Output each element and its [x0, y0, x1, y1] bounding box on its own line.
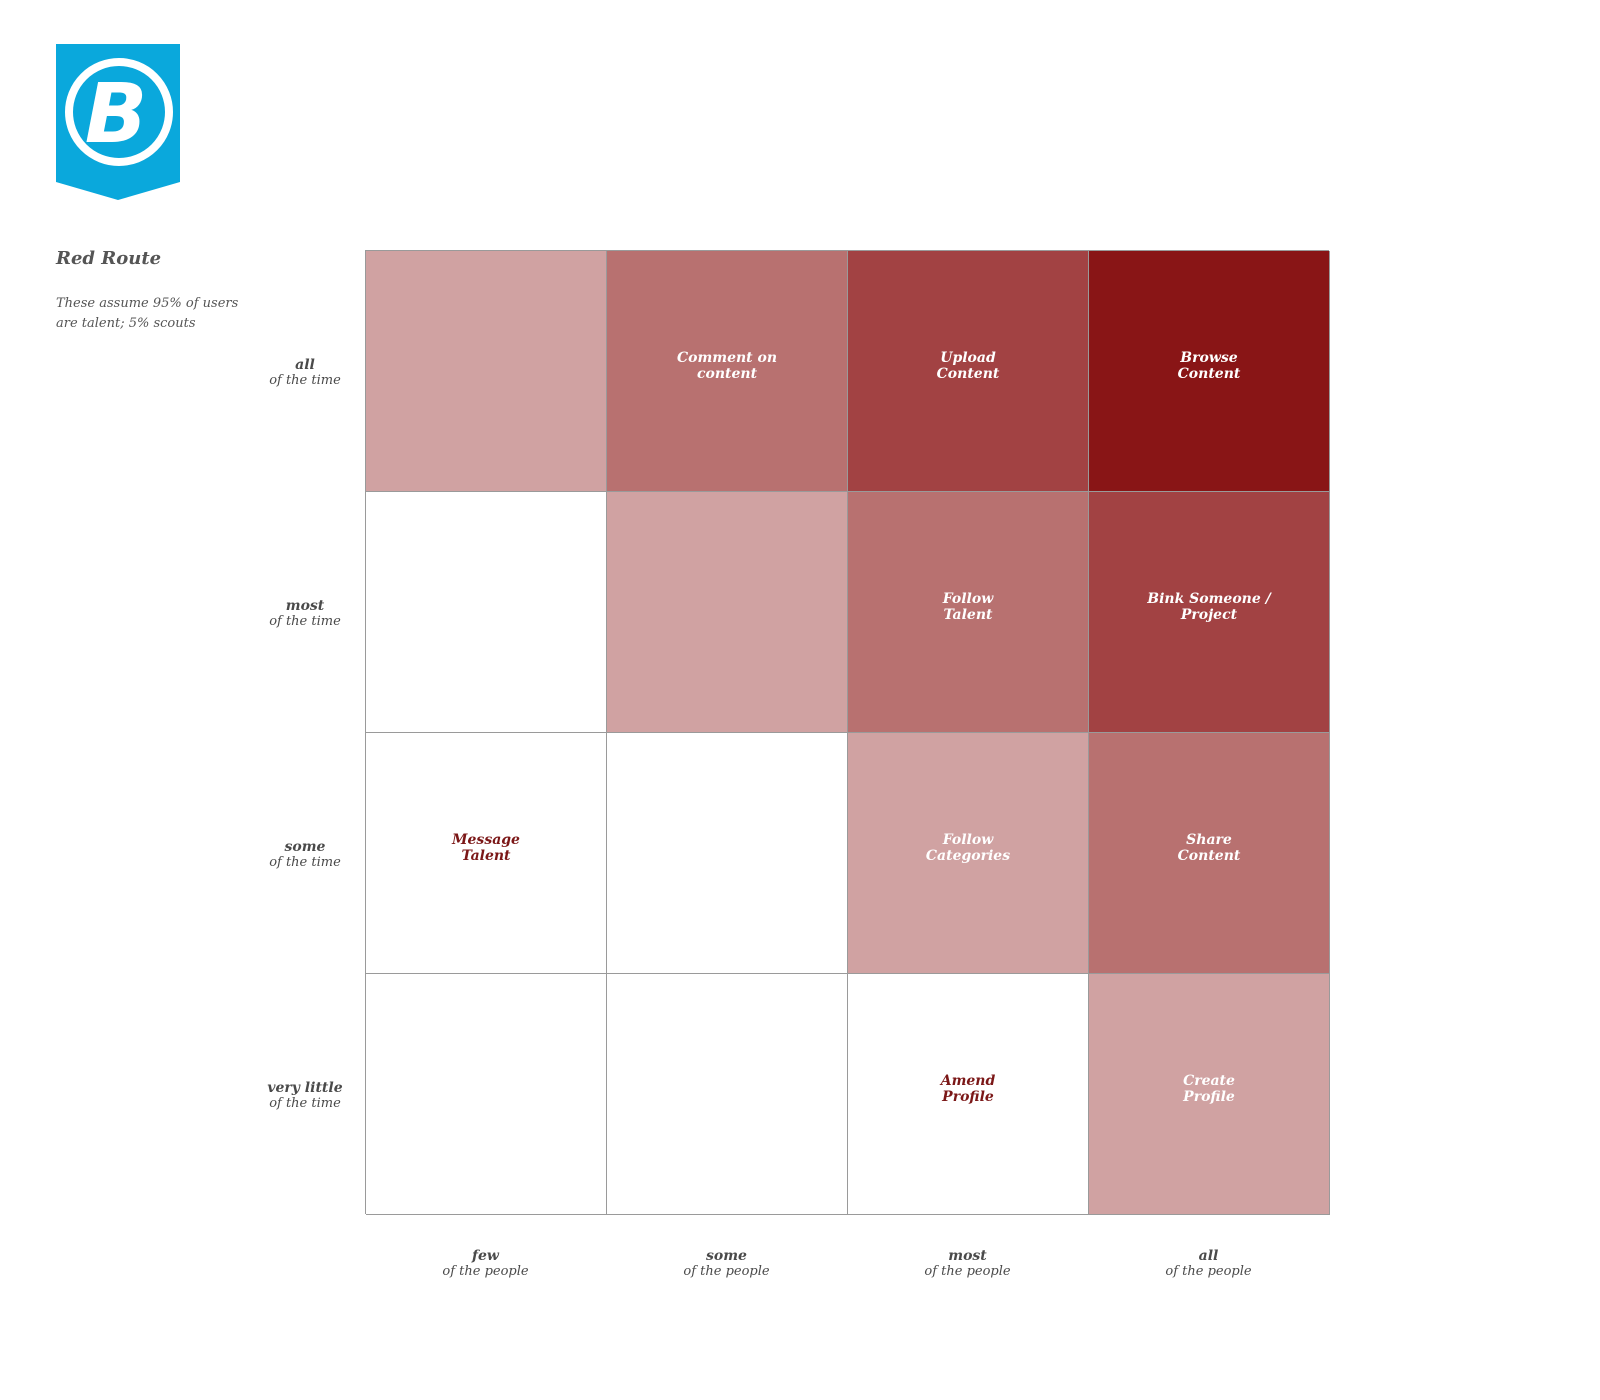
red-route-matrix: Comment on content Upload Content Browse C…	[365, 250, 1330, 1215]
matrix-cell	[607, 492, 848, 733]
task-label: Comment on content	[676, 350, 778, 382]
column-axis-label: all of the people	[1129, 1248, 1289, 1280]
matrix-cell: Message Talent	[366, 733, 607, 974]
task-label: Amend Profile	[940, 1073, 996, 1105]
matrix-cell: Bink Someone / Project	[1089, 492, 1330, 733]
task-label: Follow Talent	[942, 591, 994, 623]
column-axis-label: few of the people	[406, 1248, 566, 1280]
column-axis-level: all	[1198, 1248, 1219, 1264]
matrix-cell	[366, 974, 607, 1215]
column-axis-label: most of the people	[888, 1248, 1048, 1280]
row-axis-level: all	[295, 357, 315, 373]
matrix-cell	[607, 733, 848, 974]
row-axis-level: very little	[267, 1080, 343, 1096]
row-axis-level: some	[284, 839, 326, 855]
column-axis-unit: of the people	[1165, 1264, 1252, 1279]
page-title: Red Route	[56, 248, 162, 269]
row-axis-label: some of the time	[255, 839, 355, 871]
row-axis-label: most of the time	[255, 598, 355, 630]
brand-logo-icon: B	[56, 44, 180, 200]
row-axis-unit: of the time	[269, 614, 341, 629]
column-axis-label: some of the people	[647, 1248, 807, 1280]
matrix-cell	[607, 974, 848, 1215]
matrix-cell: Create Profile	[1089, 974, 1330, 1215]
matrix-cell: Share Content	[1089, 733, 1330, 974]
column-axis-level: few	[472, 1248, 499, 1264]
column-axis-unit: of the people	[683, 1264, 770, 1279]
matrix-cell: Follow Talent	[848, 492, 1089, 733]
matrix-cell: Browse Content	[1089, 251, 1330, 492]
matrix-cell	[366, 492, 607, 733]
matrix-cell: Follow Categories	[848, 733, 1089, 974]
assumption-note: These assume 95% of users are talent; 5%…	[56, 296, 239, 331]
row-axis-unit: of the time	[269, 373, 341, 388]
column-axis-level: most	[948, 1248, 987, 1264]
column-axis-unit: of the people	[924, 1264, 1011, 1279]
task-label: Upload Content	[936, 350, 1000, 382]
row-axis-level: most	[285, 598, 325, 614]
row-axis-label: very little of the time	[255, 1080, 355, 1112]
brand-logo: B	[56, 44, 180, 200]
column-axis-level: some	[706, 1248, 747, 1264]
task-label: Browse Content	[1177, 350, 1241, 382]
row-axis-label: all of the time	[255, 357, 355, 389]
matrix-cell: Amend Profile	[848, 974, 1089, 1215]
matrix-cell	[366, 251, 607, 492]
task-label: Bink Someone / Project	[1147, 591, 1271, 623]
task-label: Create Profile	[1183, 1073, 1235, 1105]
matrix-cell: Comment on content	[607, 251, 848, 492]
task-label: Share Content	[1177, 832, 1241, 864]
row-axis-unit: of the time	[269, 855, 341, 870]
svg-text:B: B	[85, 67, 148, 162]
task-label: Follow Categories	[925, 832, 1011, 864]
task-label: Message Talent	[452, 832, 520, 864]
row-axis-unit: of the time	[269, 1096, 341, 1111]
matrix-cell: Upload Content	[848, 251, 1089, 492]
column-axis-unit: of the people	[442, 1264, 529, 1279]
